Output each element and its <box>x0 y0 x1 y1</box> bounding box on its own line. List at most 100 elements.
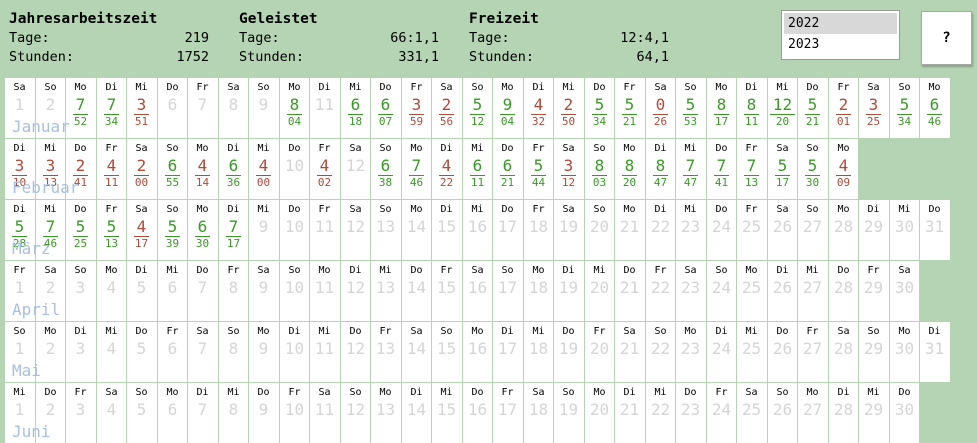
day-cell[interactable]: Fr 4 02 <box>310 139 341 199</box>
day-cell[interactable]: Do 19 <box>554 322 585 382</box>
day-cell[interactable]: Do 23 <box>676 383 707 443</box>
day-cell[interactable]: So 2 <box>36 78 66 138</box>
day-cell[interactable]: Fr 7 13 <box>737 139 768 199</box>
day-cell[interactable]: So 19 <box>554 383 585 443</box>
day-cell[interactable]: Fr 4 11 <box>97 139 127 199</box>
year-option-2023[interactable]: 2023 <box>788 37 820 52</box>
day-cell[interactable]: Di 11 <box>310 78 341 138</box>
day-cell[interactable]: Sa 19 <box>554 200 585 260</box>
day-cell[interactable]: So 3 <box>66 261 97 321</box>
day-cell[interactable]: Do 5 34 <box>585 78 615 138</box>
day-cell[interactable]: Mi 20 <box>585 261 615 321</box>
day-cell[interactable]: Mi 29 <box>859 383 890 443</box>
day-cell[interactable]: Di 19 <box>554 261 585 321</box>
day-cell[interactable]: Di 7 34 <box>97 78 127 138</box>
day-cell[interactable]: Di 29 <box>859 200 890 260</box>
day-cell[interactable]: Sa 3 25 <box>859 78 890 138</box>
day-cell[interactable]: Di 5 <box>127 261 158 321</box>
day-cell[interactable]: Sa 30 <box>890 261 920 321</box>
day-cell[interactable]: Sa 1 <box>5 78 36 138</box>
day-cell[interactable]: Fr 11 <box>310 200 341 260</box>
day-cell[interactable]: So 26 <box>768 383 798 443</box>
day-cell[interactable]: Fr 5 21 <box>615 78 646 138</box>
day-cell[interactable]: Mo 4 14 <box>188 139 219 199</box>
day-cell[interactable]: Do 9 <box>249 383 280 443</box>
day-cell[interactable]: Mi 12 20 <box>768 78 798 138</box>
day-cell[interactable]: So 5 30 <box>798 139 829 199</box>
day-cell[interactable]: Do 16 <box>463 383 493 443</box>
day-cell[interactable]: Di 5 28 <box>5 200 36 260</box>
day-cell[interactable]: So 5 39 <box>158 200 188 260</box>
day-cell[interactable]: Di 8 47 <box>646 139 676 199</box>
day-cell[interactable]: Mi 27 <box>798 261 829 321</box>
day-cell[interactable]: Mi 15 <box>432 383 463 443</box>
day-cell[interactable]: Mi 16 <box>463 200 493 260</box>
day-cell[interactable]: Di 12 <box>341 261 371 321</box>
day-cell[interactable]: Fr 29 <box>859 261 890 321</box>
day-cell[interactable]: Mi 3 51 <box>127 78 158 138</box>
day-cell[interactable]: Mi 13 <box>371 261 402 321</box>
day-cell[interactable]: Do 12 <box>341 322 371 382</box>
day-cell[interactable]: Mo 9 <box>249 322 280 382</box>
day-cell[interactable]: So 5 12 <box>463 78 493 138</box>
day-cell[interactable]: Mo 7 52 <box>66 78 97 138</box>
help-button[interactable]: ? <box>921 11 972 65</box>
day-cell[interactable]: Mi 2 50 <box>554 78 585 138</box>
day-cell[interactable]: So 6 55 <box>158 139 188 199</box>
day-cell[interactable]: So 5 34 <box>890 78 920 138</box>
day-cell[interactable]: Mi 6 18 <box>341 78 371 138</box>
day-cell[interactable]: Fr 2 01 <box>829 78 859 138</box>
day-cell[interactable]: Sa 11 <box>310 383 341 443</box>
day-cell[interactable]: Sa 9 <box>249 261 280 321</box>
day-cell[interactable]: Do 24 <box>707 200 737 260</box>
day-cell[interactable]: So 8 <box>219 322 249 382</box>
day-cell[interactable]: Do 5 21 <box>798 78 829 138</box>
day-cell[interactable]: Fr 5 44 <box>524 139 554 199</box>
year-option-2022[interactable]: 2022 <box>784 13 897 34</box>
day-cell[interactable]: Mo 25 <box>737 261 768 321</box>
day-cell[interactable]: Mo 6 <box>158 383 188 443</box>
day-cell[interactable]: Sa 4 <box>97 383 127 443</box>
day-cell[interactable]: Di 4 22 <box>432 139 463 199</box>
day-cell[interactable]: Do 5 <box>127 322 158 382</box>
day-cell[interactable]: Mo 30 <box>890 322 920 382</box>
day-cell[interactable]: Do 6 07 <box>371 78 402 138</box>
day-cell[interactable]: Di 10 <box>280 322 310 382</box>
day-cell[interactable]: So 27 <box>798 200 829 260</box>
day-cell[interactable]: Mi 6 <box>158 261 188 321</box>
day-cell[interactable]: Mi 3 13 <box>36 139 66 199</box>
day-cell[interactable]: Sa 12 <box>341 139 371 199</box>
day-cell[interactable]: Fr 17 <box>493 383 524 443</box>
day-cell[interactable]: Mi 7 47 <box>676 139 707 199</box>
day-cell[interactable]: Mi 30 <box>890 200 920 260</box>
day-cell[interactable]: Di 3 10 <box>5 139 36 199</box>
day-cell[interactable]: So 13 <box>371 200 402 260</box>
day-cell[interactable]: So 22 <box>646 322 676 382</box>
day-cell[interactable]: Mo 23 <box>676 322 707 382</box>
day-cell[interactable]: Do 26 <box>768 322 798 382</box>
day-cell[interactable]: So 6 38 <box>371 139 402 199</box>
day-cell[interactable]: So 5 <box>127 383 158 443</box>
day-cell[interactable]: Do 10 <box>280 139 310 199</box>
day-cell[interactable]: Mo 9 04 <box>493 78 524 138</box>
day-cell[interactable]: Fr 10 <box>280 383 310 443</box>
day-cell[interactable]: Sa 26 <box>768 200 798 260</box>
day-cell[interactable]: Di 28 <box>829 383 859 443</box>
day-cell[interactable]: Do 5 25 <box>66 200 97 260</box>
day-cell[interactable]: Sa 3 12 <box>554 139 585 199</box>
day-cell[interactable]: Do 17 <box>493 200 524 260</box>
day-cell[interactable]: Sa 23 <box>676 261 707 321</box>
day-cell[interactable]: Do 6 <box>158 78 188 138</box>
day-cell[interactable]: Mo 28 <box>829 200 859 260</box>
day-cell[interactable]: Di 4 32 <box>524 78 554 138</box>
day-cell[interactable]: Do 21 <box>615 261 646 321</box>
day-cell[interactable]: Sa 18 <box>524 383 554 443</box>
day-cell[interactable]: Fr 25 <box>737 200 768 260</box>
day-cell[interactable]: Di 7 17 <box>219 200 249 260</box>
day-cell[interactable]: Fr 8 <box>219 261 249 321</box>
day-cell[interactable]: Fr 13 <box>371 322 402 382</box>
day-cell[interactable]: Mi 4 00 <box>249 139 280 199</box>
day-cell[interactable]: Mi 25 <box>737 322 768 382</box>
day-cell[interactable]: So 24 <box>707 261 737 321</box>
day-cell[interactable]: Mo 8 20 <box>615 139 646 199</box>
